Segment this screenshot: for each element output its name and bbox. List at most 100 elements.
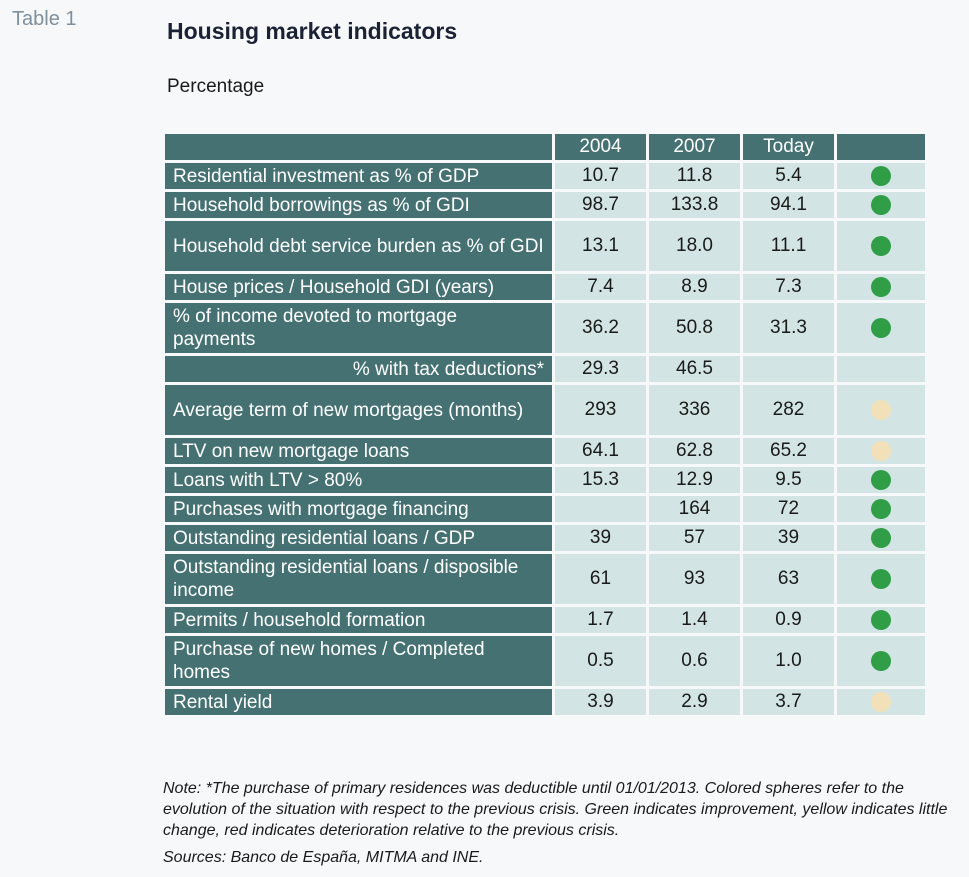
table-row: % with tax deductions* 29.3 46.5 bbox=[165, 356, 925, 382]
value-cell-today: 9.5 bbox=[743, 467, 834, 493]
indicator-cell bbox=[837, 163, 925, 189]
green-indicator-dot bbox=[871, 527, 891, 548]
value-cell-v2007: 93 bbox=[649, 554, 740, 604]
row-label: Household borrowings as % of GDI bbox=[165, 192, 552, 218]
row-label: Outstanding residential loans / disposib… bbox=[165, 554, 552, 604]
header-indicator bbox=[837, 134, 925, 160]
value-cell-v2004: 1.7 bbox=[555, 607, 646, 633]
value-cell-v2004: 293 bbox=[555, 385, 646, 435]
table-row: Outstanding residential loans / disposib… bbox=[165, 554, 925, 604]
table-title: Housing market indicators bbox=[167, 18, 458, 44]
table-row: Household borrowings as % of GDI 98.7 133.… bbox=[165, 192, 925, 218]
value-cell-v2007: 62.8 bbox=[649, 438, 740, 464]
table-number-label: Table 1 bbox=[12, 8, 77, 30]
value-cell-v2004: 36.2 bbox=[555, 303, 646, 353]
row-label: LTV on new mortgage loans bbox=[165, 438, 552, 464]
header-2007: 2007 bbox=[649, 134, 740, 160]
indicator-cell bbox=[837, 467, 925, 493]
row-label: % with tax deductions* bbox=[165, 356, 552, 382]
table-row: Purchase of new homes / Completed homes 0… bbox=[165, 636, 925, 686]
value-cell-v2004: 64.1 bbox=[555, 438, 646, 464]
value-cell-v2004: 13.1 bbox=[555, 221, 646, 271]
row-label: Household debt service burden as % of GD… bbox=[165, 221, 552, 271]
table-row: Rental yield 3.9 2.9 3.7 bbox=[165, 689, 925, 715]
yellow-indicator-dot bbox=[871, 691, 891, 712]
value-cell-v2007: 133.8 bbox=[649, 192, 740, 218]
indicator-cell bbox=[837, 356, 925, 382]
table-note: Note: *The purchase of primary residence… bbox=[163, 780, 948, 839]
value-cell-today: 1.0 bbox=[743, 636, 834, 686]
value-cell-v2004: 61 bbox=[555, 554, 646, 604]
green-indicator-dot bbox=[871, 235, 891, 256]
indicator-cell bbox=[837, 607, 925, 633]
indicator-cell bbox=[837, 274, 925, 300]
value-cell-v2004: 3.9 bbox=[555, 689, 646, 715]
value-cell-v2007: 12.9 bbox=[649, 467, 740, 493]
yellow-indicator-dot bbox=[871, 440, 891, 461]
indicators-table: 2004 2007 Today Residential investment a… bbox=[162, 131, 928, 718]
value-cell-v2004 bbox=[555, 496, 646, 522]
row-label: House prices / Household GDI (years) bbox=[165, 274, 552, 300]
row-label: Outstanding residential loans / GDP bbox=[165, 525, 552, 551]
row-label: Rental yield bbox=[165, 689, 552, 715]
table-row: Loans with LTV > 80% 15.3 12.9 9.5 bbox=[165, 467, 925, 493]
table-row: Outstanding residential loans / GDP 39 57 3… bbox=[165, 525, 925, 551]
table-row: Purchases with mortgage financing 164 72 bbox=[165, 496, 925, 522]
value-cell-today: 282 bbox=[743, 385, 834, 435]
table-body: Residential investment as % of GDP 10.7 11… bbox=[165, 163, 925, 715]
value-cell-today: 94.1 bbox=[743, 192, 834, 218]
green-indicator-dot bbox=[871, 568, 891, 589]
header-today: Today bbox=[743, 134, 834, 160]
value-cell-v2007: 50.8 bbox=[649, 303, 740, 353]
table-header-row: 2004 2007 Today bbox=[165, 134, 925, 160]
green-indicator-dot bbox=[871, 165, 891, 186]
green-indicator-dot bbox=[871, 469, 891, 490]
table-row: LTV on new mortgage loans 64.1 62.8 65.2 bbox=[165, 438, 925, 464]
value-cell-today: 7.3 bbox=[743, 274, 834, 300]
value-cell-v2007: 336 bbox=[649, 385, 740, 435]
header-2004: 2004 bbox=[555, 134, 646, 160]
table-row: Residential investment as % of GDP 10.7 11… bbox=[165, 163, 925, 189]
indicator-cell bbox=[837, 221, 925, 271]
indicator-cell bbox=[837, 525, 925, 551]
value-cell-today: 72 bbox=[743, 496, 834, 522]
indicator-cell bbox=[837, 689, 925, 715]
value-cell-v2007: 57 bbox=[649, 525, 740, 551]
value-cell-today: 63 bbox=[743, 554, 834, 604]
table-row: Average term of new mortgages (months) 29… bbox=[165, 385, 925, 435]
row-label: % of income devoted to mortgage payments bbox=[165, 303, 552, 353]
value-cell-v2007: 46.5 bbox=[649, 356, 740, 382]
indicator-cell bbox=[837, 496, 925, 522]
table-row: Permits / household formation 1.7 1.4 0.9 bbox=[165, 607, 925, 633]
table-row: Household debt service burden as % of GD… bbox=[165, 221, 925, 271]
value-cell-today: 11.1 bbox=[743, 221, 834, 271]
indicator-cell bbox=[837, 554, 925, 604]
table-row: % of income devoted to mortgage payments… bbox=[165, 303, 925, 353]
value-cell-v2007: 1.4 bbox=[649, 607, 740, 633]
green-indicator-dot bbox=[871, 276, 891, 297]
indicator-cell bbox=[837, 438, 925, 464]
indicator-cell bbox=[837, 303, 925, 353]
value-cell-v2004: 10.7 bbox=[555, 163, 646, 189]
value-cell-v2007: 18.0 bbox=[649, 221, 740, 271]
header-blank-cell bbox=[165, 134, 552, 160]
green-indicator-dot bbox=[871, 498, 891, 519]
value-cell-v2007: 164 bbox=[649, 496, 740, 522]
green-indicator-dot bbox=[871, 194, 891, 215]
green-indicator-dot bbox=[871, 317, 891, 338]
value-cell-v2007: 0.6 bbox=[649, 636, 740, 686]
row-label: Purchases with mortgage financing bbox=[165, 496, 552, 522]
green-indicator-dot bbox=[871, 650, 891, 671]
value-cell-today: 0.9 bbox=[743, 607, 834, 633]
value-cell-today: 65.2 bbox=[743, 438, 834, 464]
indicator-cell bbox=[837, 636, 925, 686]
value-cell-today: 39 bbox=[743, 525, 834, 551]
value-cell-v2007: 11.8 bbox=[649, 163, 740, 189]
row-label: Purchase of new homes / Completed homes bbox=[165, 636, 552, 686]
row-label: Loans with LTV > 80% bbox=[165, 467, 552, 493]
value-cell-today: 3.7 bbox=[743, 689, 834, 715]
table-sources: Sources: Banco de España, MITMA and INE. bbox=[163, 849, 484, 866]
value-cell-v2007: 8.9 bbox=[649, 274, 740, 300]
value-cell-v2004: 98.7 bbox=[555, 192, 646, 218]
yellow-indicator-dot bbox=[871, 399, 891, 420]
